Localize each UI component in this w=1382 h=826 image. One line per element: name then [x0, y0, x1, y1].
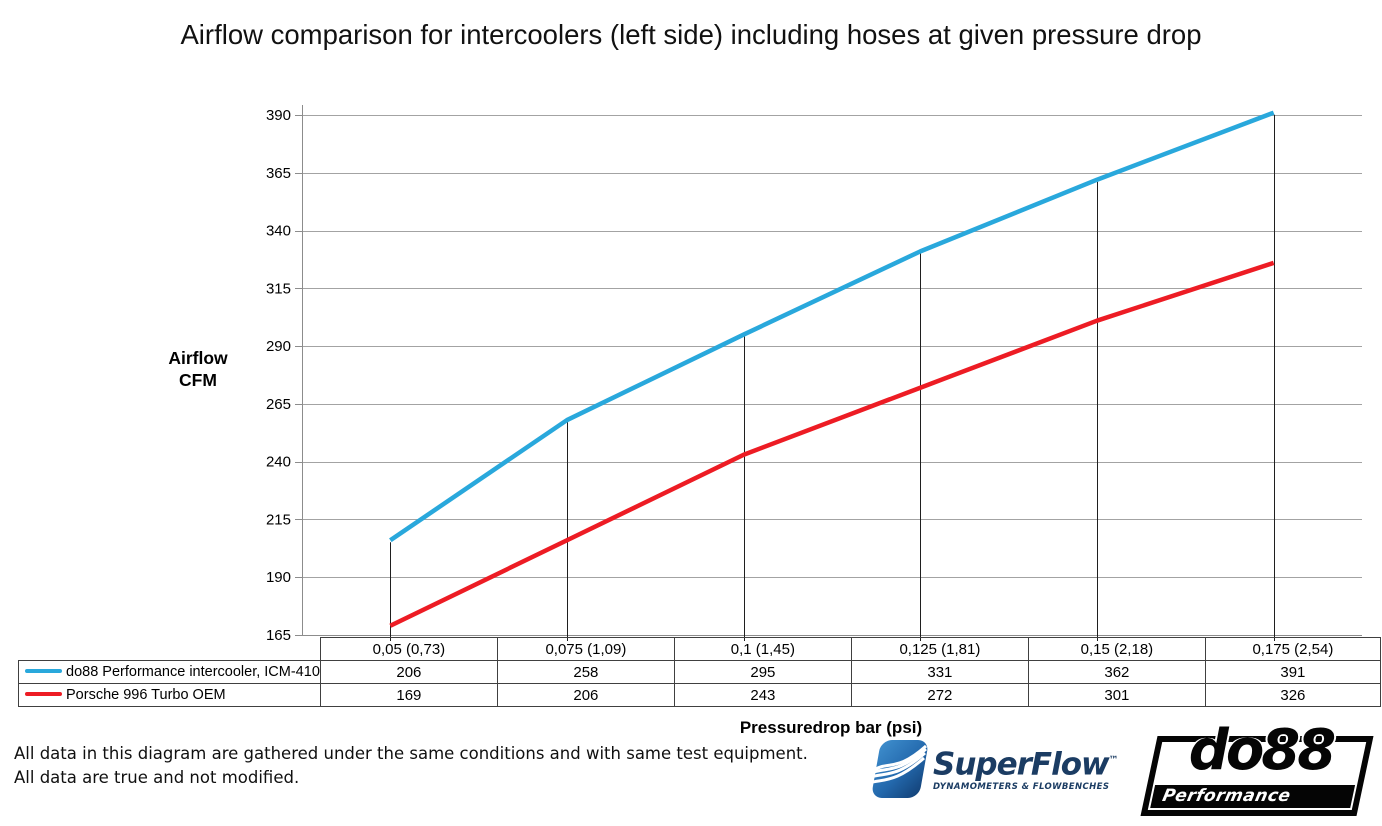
- legend-label: Porsche 996 Turbo OEM: [66, 687, 226, 703]
- value-cell: 206: [319, 660, 498, 684]
- legend-swatch-do88: [25, 668, 62, 674]
- category-label: 0,1 (1,45): [673, 637, 852, 661]
- y-axis-label: Airflow CFM: [148, 347, 248, 391]
- superflow-icon: [866, 740, 928, 798]
- y-axis-label-line2: CFM: [179, 370, 217, 390]
- value-cell: 295: [673, 660, 852, 684]
- value-cell: 258: [496, 660, 675, 684]
- trademark-symbol: ™: [1108, 755, 1119, 766]
- value-cell: 326: [1204, 683, 1381, 707]
- category-label: 0,05 (0,73): [319, 637, 498, 661]
- category-label: 0,15 (2,18): [1027, 637, 1206, 661]
- category-label: 0,125 (1,81): [850, 637, 1029, 661]
- category-label: 0,075 (1,09): [496, 637, 675, 661]
- value-cell: 169: [319, 683, 498, 707]
- footer-note: All data in this diagram are gathered un…: [14, 742, 808, 790]
- do88-tagline: Performance: [1150, 785, 1356, 808]
- do88-wordmark: do88: [1188, 718, 1337, 783]
- series-row-oem: Porsche 996 Turbo OEM 169 206 243 272 30…: [18, 683, 1381, 707]
- value-cell: 362: [1027, 660, 1206, 684]
- table-corner-cell: [19, 638, 321, 661]
- y-axis-label-line1: Airflow: [168, 348, 228, 368]
- superflow-name: SuperFlow: [933, 746, 1110, 783]
- value-cell: 206: [496, 683, 675, 707]
- svg-text:215: 215: [266, 511, 291, 528]
- superflow-tagline: DYNAMOMETERS & FLOWBENCHES: [933, 782, 1110, 793]
- x-axis-title: Pressuredrop bar (psi): [739, 718, 923, 737]
- value-cell: 301: [1027, 683, 1206, 707]
- legend-label: do88 Performance intercooler, ICM-410: [66, 664, 320, 680]
- svg-text:390: 390: [266, 107, 291, 124]
- svg-text:290: 290: [266, 338, 291, 355]
- svg-text:190: 190: [266, 569, 291, 586]
- value-cell: 391: [1204, 660, 1381, 684]
- data-table: 0,05 (0,73) 0,075 (1,09) 0,1 (1,45) 0,12…: [18, 637, 1381, 707]
- svg-text:315: 315: [266, 280, 291, 297]
- svg-text:265: 265: [266, 396, 291, 413]
- line-chart: 165 190 215 240 265 290 315 340 365 390: [266, 105, 1362, 644]
- value-cell: 331: [850, 660, 1029, 684]
- series-row-do88: do88 Performance intercooler, ICM-410 20…: [18, 660, 1381, 684]
- svg-text:165: 165: [266, 627, 291, 644]
- value-cell: 272: [850, 683, 1029, 707]
- chart-title: Airflow comparison for intercoolers (lef…: [180, 19, 1202, 50]
- category-label-row: 0,05 (0,73) 0,075 (1,09) 0,1 (1,45) 0,12…: [19, 637, 1381, 661]
- legend-item-oem: Porsche 996 Turbo OEM: [18, 683, 321, 707]
- category-label: 0,175 (2,54): [1204, 637, 1381, 661]
- superflow-logo: SuperFlow™ DYNAMOMETERS & FLOWBENCHES: [866, 738, 1119, 800]
- svg-text:240: 240: [266, 454, 291, 471]
- footer-line1: All data in this diagram are gathered un…: [14, 744, 808, 763]
- svg-text:340: 340: [266, 223, 291, 240]
- legend-swatch-oem: [25, 691, 62, 697]
- value-cell: 243: [673, 683, 852, 707]
- footer-line2: All data are true and not modified.: [14, 768, 300, 787]
- svg-text:365: 365: [266, 165, 291, 182]
- legend-item-do88: do88 Performance intercooler, ICM-410: [18, 660, 321, 684]
- do88-logo: Performance do88: [1140, 722, 1374, 816]
- superflow-wordmark: SuperFlow™ DYNAMOMETERS & FLOWBENCHES: [933, 745, 1119, 793]
